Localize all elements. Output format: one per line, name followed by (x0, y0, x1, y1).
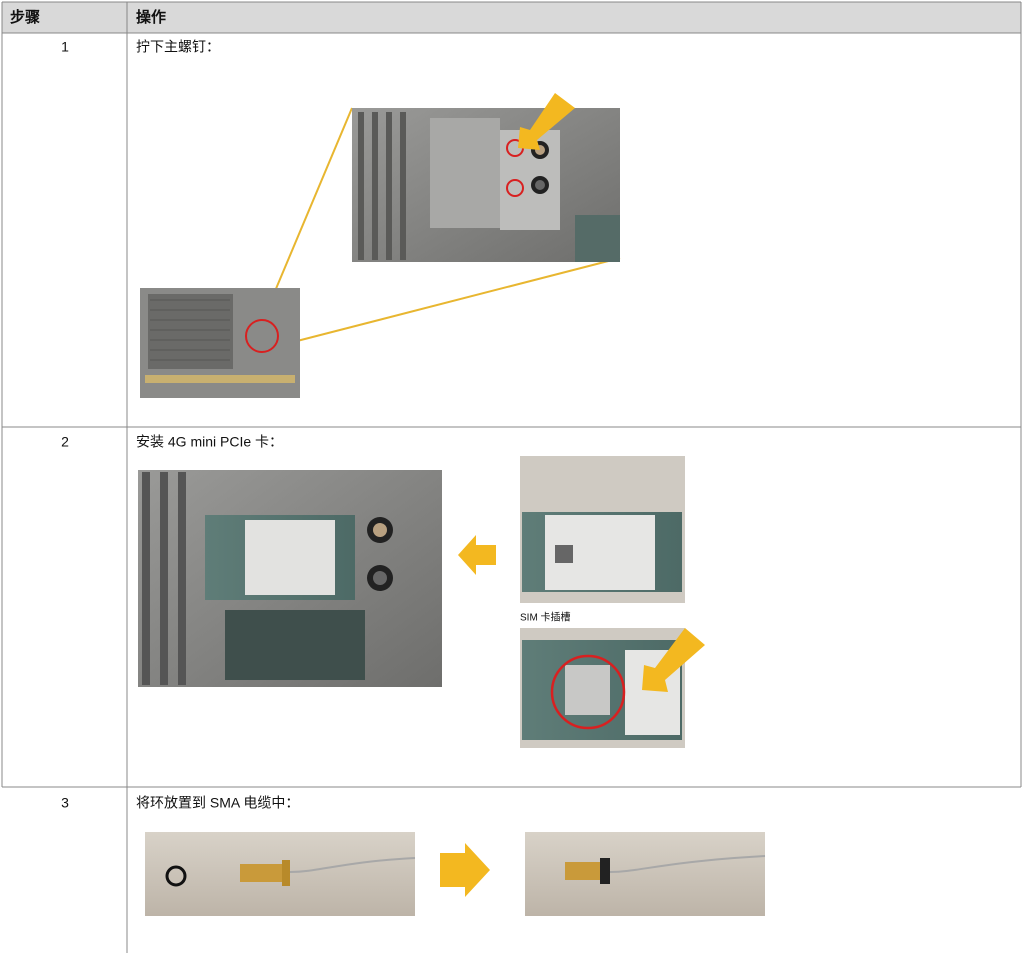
graphic (245, 319, 279, 353)
photo-step2-installed (138, 470, 442, 687)
graphic (518, 93, 575, 150)
graphic (178, 472, 186, 685)
graphic (282, 860, 290, 886)
step-action: 安装 4G mini PCIe 卡： (136, 434, 283, 450)
graphic (565, 665, 610, 715)
graphic (261, 107, 353, 323)
step-action: 拧下主螺钉： (136, 39, 220, 55)
header-cell: 步骤 (10, 9, 40, 26)
graphic (142, 472, 186, 685)
photo-step2-card (520, 456, 685, 603)
graphic (358, 112, 364, 260)
step-number: 3 (61, 795, 69, 811)
graphic (642, 628, 705, 692)
graphic (289, 857, 416, 873)
photo-step2-sim-slot (520, 628, 705, 748)
graphic (373, 523, 387, 537)
graphic (373, 571, 387, 585)
header-background (2, 2, 1021, 33)
graphic (555, 545, 573, 563)
graphic (150, 299, 230, 361)
graphic (565, 862, 605, 880)
photo-step1-detail (261, 93, 621, 351)
graphic (400, 112, 406, 260)
graphic (148, 294, 233, 369)
graphic (372, 112, 378, 260)
graphic (261, 257, 621, 351)
photo-step3-after (525, 832, 766, 916)
step-number: 1 (61, 39, 69, 55)
graphic (525, 832, 765, 916)
graphic (142, 472, 150, 685)
graphic (609, 855, 766, 873)
figure-label: SIM 卡插槽 (520, 611, 571, 624)
graphic (575, 215, 620, 262)
arrow (458, 535, 496, 575)
graphic (240, 864, 285, 882)
step-number: 2 (61, 434, 69, 450)
photo-step3-before (145, 832, 416, 916)
graphic (535, 180, 545, 190)
graphic (386, 112, 392, 260)
step-action: 将环放置到 SMA 电缆中： (136, 795, 299, 811)
photo-step1-overview (140, 288, 300, 398)
graphic (430, 118, 500, 228)
graphic (506, 179, 524, 197)
graphic (245, 520, 335, 595)
graphic (160, 472, 168, 685)
header-cell: 操作 (136, 8, 166, 26)
graphic (550, 654, 626, 730)
graphic (600, 858, 610, 884)
graphic (358, 112, 406, 260)
graphic (225, 610, 365, 680)
arrow (440, 843, 490, 897)
graphic (145, 375, 295, 383)
graphic (165, 865, 187, 887)
